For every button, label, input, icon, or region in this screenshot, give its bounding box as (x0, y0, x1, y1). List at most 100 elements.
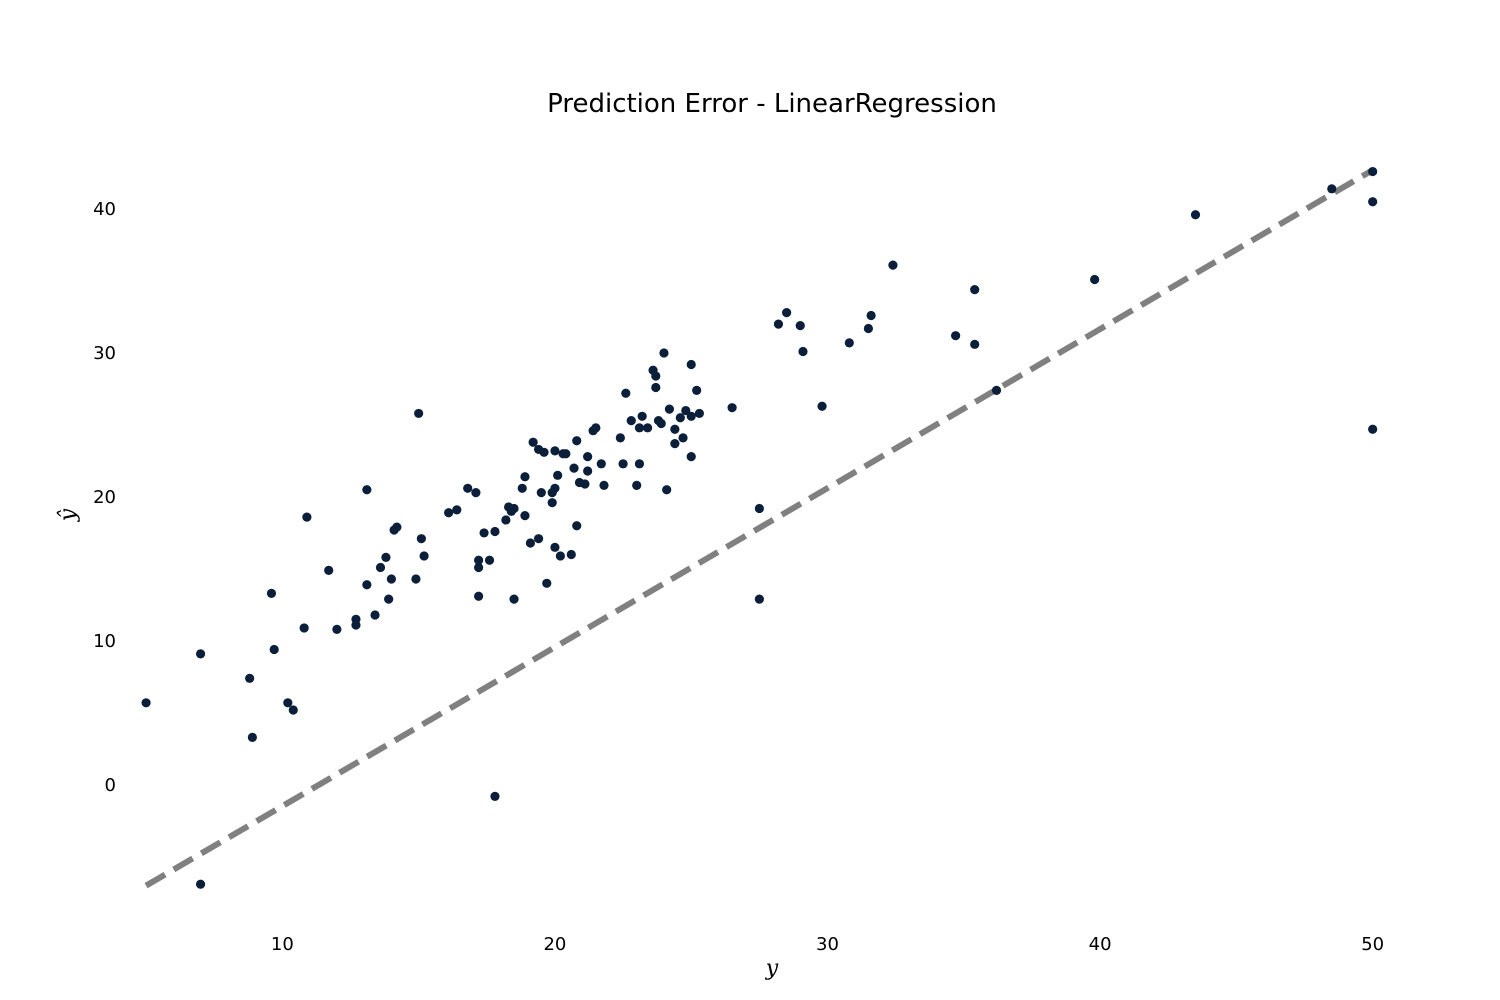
data-point (1368, 424, 1378, 434)
data-point (618, 459, 628, 469)
data-point (384, 594, 394, 604)
data-point (1090, 274, 1100, 285)
data-point (798, 346, 808, 357)
data-point (550, 542, 560, 552)
data-point (370, 610, 380, 620)
data-point (591, 423, 601, 433)
data-point (727, 403, 737, 413)
data-point (517, 483, 527, 493)
data-point (375, 562, 386, 573)
data-point (754, 594, 764, 604)
data-point (817, 401, 827, 411)
data-point (664, 404, 675, 414)
data-point (991, 385, 1002, 395)
x-tick-label: 50 (1361, 934, 1384, 955)
identity-line (144, 167, 1375, 889)
data-point (572, 521, 582, 531)
data-point (694, 408, 705, 419)
data-point (444, 508, 454, 518)
data-point (392, 522, 402, 532)
data-point (533, 534, 544, 544)
data-point (474, 591, 484, 601)
data-point (692, 385, 702, 395)
data-point (525, 538, 536, 548)
data-point (539, 447, 549, 457)
chart-title: Prediction Error - LinearRegression (547, 89, 997, 119)
data-point (381, 552, 391, 562)
data-point (583, 466, 593, 476)
data-point (414, 408, 424, 419)
data-point (479, 528, 489, 538)
x-tick-label: 30 (816, 934, 839, 955)
x-tick-label: 20 (543, 934, 566, 955)
data-point (520, 511, 530, 521)
data-point (866, 310, 876, 321)
data-point (863, 323, 874, 334)
data-point (754, 503, 764, 514)
y-tick-label: 0 (105, 775, 116, 796)
data-point (596, 459, 606, 469)
data-point (662, 485, 672, 495)
data-point (1368, 197, 1378, 207)
data-point (656, 418, 666, 429)
data-point (634, 459, 645, 469)
data-point (411, 574, 421, 584)
data-point (553, 470, 563, 480)
data-point (670, 424, 680, 434)
data-point (269, 644, 279, 655)
data-point (452, 505, 462, 515)
data-point (550, 483, 560, 493)
data-point (474, 555, 484, 565)
data-point (970, 285, 980, 295)
data-point (970, 339, 980, 349)
data-point (670, 439, 680, 449)
data-point (626, 416, 636, 426)
data-point (643, 423, 653, 433)
data-point (528, 437, 538, 447)
x-tick-label: 40 (1089, 934, 1112, 955)
data-point (547, 498, 557, 508)
x-axis-label: y (765, 956, 779, 981)
data-point (490, 791, 500, 801)
data-point (141, 698, 151, 708)
data-point (555, 551, 565, 561)
data-point (773, 319, 784, 329)
data-point (599, 480, 609, 491)
data-point (471, 488, 481, 498)
data-point (795, 321, 805, 331)
data-point (299, 623, 309, 633)
data-point (572, 436, 582, 446)
x-tick-label: 10 (271, 934, 294, 955)
data-point (580, 479, 590, 489)
data-point (675, 413, 685, 423)
y-axis-label: ŷ (56, 508, 81, 522)
data-point (520, 472, 530, 482)
data-point (474, 562, 484, 573)
data-point (615, 433, 625, 443)
y-tick-label: 20 (93, 487, 116, 508)
data-point (245, 673, 255, 683)
y-tick-label: 30 (93, 343, 116, 364)
data-point (332, 624, 342, 634)
data-point (362, 580, 372, 590)
data-point (888, 260, 898, 270)
data-point (463, 483, 473, 493)
data-point (362, 485, 372, 495)
data-point (951, 331, 961, 341)
data-point (266, 588, 277, 598)
data-point (686, 359, 696, 370)
identity-line-layer (144, 167, 1375, 889)
y-tick-label: 40 (93, 199, 116, 220)
y-tick-label: 10 (93, 631, 116, 652)
data-point (351, 614, 361, 624)
data-point (561, 449, 571, 459)
data-point (678, 433, 688, 443)
data-point (501, 515, 511, 525)
data-point (283, 698, 293, 708)
data-point (651, 371, 661, 381)
data-point (416, 534, 426, 544)
y-axis-ticks: 0 10 20 30 40 (93, 199, 116, 796)
data-point (509, 503, 519, 514)
data-point (686, 411, 696, 421)
